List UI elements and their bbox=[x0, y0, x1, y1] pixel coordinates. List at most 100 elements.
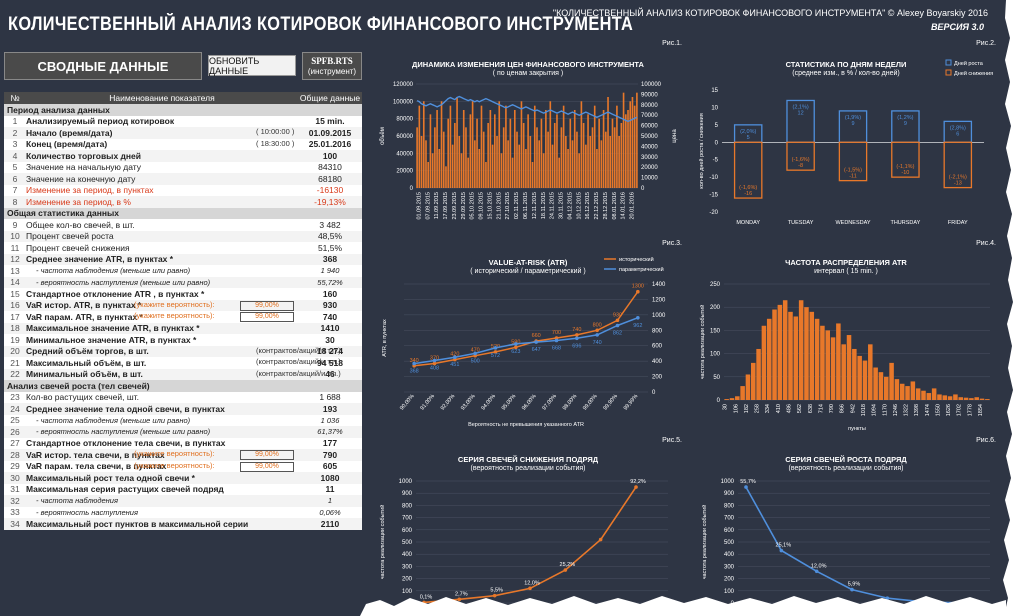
histogram-bar bbox=[836, 323, 841, 400]
table-row: 8 Изменение за период, в % -19,13% bbox=[4, 196, 362, 208]
x-tick-label: 1018 bbox=[861, 404, 867, 416]
x-tick-label: 99,99% bbox=[623, 393, 640, 411]
data-point bbox=[615, 318, 620, 323]
table-section-header: Общая статистика данных bbox=[4, 207, 362, 219]
x-tick-label: 15.10.2015 bbox=[487, 192, 493, 220]
y-tick-label: 80000 bbox=[396, 117, 413, 123]
x-tick-label: 23.09.2015 bbox=[452, 192, 458, 220]
volume-bar bbox=[611, 118, 614, 188]
histogram-bar bbox=[804, 307, 809, 400]
volume-bar bbox=[436, 110, 438, 188]
data-point bbox=[554, 338, 559, 343]
volume-bar bbox=[511, 157, 514, 188]
data-point bbox=[595, 328, 599, 333]
row-number: 21 bbox=[10, 357, 20, 368]
data-label: 408 bbox=[430, 366, 439, 372]
data-point bbox=[595, 333, 599, 337]
version-label: ВЕРСИЯ 3.0 bbox=[930, 22, 984, 32]
row-value: 0,06% bbox=[319, 507, 341, 517]
down-series-chart: 0 100 200 300 400 500 600 700 800 900 1000 0,1% 2,7%… bbox=[379, 479, 668, 607]
data-point bbox=[534, 340, 538, 344]
y-tick-label: 200 bbox=[402, 577, 413, 583]
volume-bar bbox=[465, 127, 467, 188]
up-change-label: (2,8%) bbox=[950, 125, 966, 131]
row-value: 930 bbox=[322, 300, 338, 311]
histogram-bar bbox=[947, 396, 953, 400]
probability-hint: (укажите вероятность): bbox=[134, 311, 215, 320]
table-row: 4 Количество торговых дней 100 bbox=[4, 150, 362, 162]
histogram-bar bbox=[889, 362, 894, 400]
table-row: 29 VaR парам. тела свечи, в пунктах (укажи… bbox=[4, 461, 362, 473]
row-note: ( 18:30:00 ) bbox=[256, 138, 295, 148]
y-tick-label: 900 bbox=[724, 491, 735, 497]
table-row: 19 Минимальное значение ATR, в пунктах * 3… bbox=[4, 334, 362, 346]
historical-line bbox=[414, 291, 639, 367]
volume-bar bbox=[624, 114, 627, 188]
chart-subtitle: (вероятность реализации события) bbox=[788, 465, 904, 472]
x-tick-label: 27.10.2015 bbox=[505, 192, 511, 220]
volume-bar bbox=[440, 101, 443, 188]
row-number: 13 bbox=[10, 265, 20, 276]
x-tick-label: 14.01.2016 bbox=[621, 192, 627, 220]
fig-label: Рис.5. bbox=[662, 437, 682, 444]
y-tick-label: -15 bbox=[709, 193, 718, 199]
data-label: 470 bbox=[471, 348, 480, 354]
data-label: 25,2% bbox=[560, 562, 576, 568]
data-point bbox=[779, 548, 784, 553]
y-axis-label: частота реализации событий bbox=[699, 305, 706, 380]
chart-subtitle: интервал ( 15 min. ) bbox=[814, 268, 878, 275]
volume-bar bbox=[591, 127, 594, 188]
volume-bar bbox=[491, 144, 494, 188]
up-series-chart: 0 100 200 300 400 500 600 700 800 900 1000 55,7% 25,… bbox=[701, 479, 990, 607]
data-point bbox=[575, 336, 579, 341]
volume-bar bbox=[545, 110, 547, 188]
probability-input[interactable]: 99,00% bbox=[240, 461, 294, 472]
x-tick-label: 28.12.2015 bbox=[603, 192, 609, 220]
histogram-bar bbox=[953, 394, 958, 400]
down-change-label: (-1,1%) bbox=[896, 164, 914, 170]
row-value: 94 518 bbox=[317, 357, 343, 368]
volume-bar bbox=[502, 127, 505, 188]
volume-bar bbox=[487, 123, 489, 188]
data-label: 700 bbox=[552, 330, 561, 336]
y-tick-label: 1000 bbox=[652, 313, 666, 319]
volume-bar bbox=[507, 140, 509, 188]
y-tick-label: 1000 bbox=[399, 479, 413, 485]
chart-subtitle: ( по ценам закрытия ) bbox=[492, 70, 564, 77]
probability-input[interactable]: 99,00% bbox=[240, 300, 294, 311]
y-tick-label: 300 bbox=[724, 564, 735, 570]
probability-input[interactable]: 99,00% bbox=[240, 450, 294, 460]
data-point bbox=[563, 568, 568, 572]
row-label: VaR парам. ATR, в пунктах * bbox=[26, 311, 143, 322]
update-data-button[interactable]: ОБНОВИТЬ ДАННЫЕ bbox=[208, 55, 296, 76]
table-row: 26 - вероятность наступления (меньше или … bbox=[4, 426, 362, 438]
y-tick-label: 700 bbox=[724, 516, 735, 522]
row-value: 01.09.2015 bbox=[308, 127, 352, 138]
table-row: 23 Кол-во растущих свечей, шт. 1 688 bbox=[4, 392, 362, 404]
x-tick-label: 90,00% bbox=[399, 393, 416, 411]
table-row: 33 - вероятность наступления 0,06% bbox=[4, 507, 362, 519]
volume-bar bbox=[474, 140, 476, 188]
up-change-label: (1,9%) bbox=[845, 115, 861, 121]
probability-input[interactable]: 99,00% bbox=[240, 312, 294, 322]
price-line bbox=[416, 95, 638, 123]
x-tick-label: 17.09.2015 bbox=[443, 192, 449, 220]
chart-title: VALUE-AT-RISK (ATR) bbox=[488, 258, 568, 267]
row-value: 1 036 bbox=[320, 415, 340, 425]
y-right-tick-label: 30000 bbox=[641, 155, 658, 161]
probability-hint: (укажите вероятность): bbox=[134, 460, 215, 470]
y-tick-label: 200 bbox=[724, 577, 735, 583]
volume-bar bbox=[558, 157, 560, 188]
histogram-bar bbox=[724, 399, 729, 400]
row-number: 9 bbox=[12, 219, 18, 230]
histogram-bar bbox=[931, 388, 937, 400]
volume-bar bbox=[498, 101, 501, 188]
row-number: 8 bbox=[12, 196, 18, 207]
panel-up-series: Рис.6. СЕРИЯ СВЕЧЕЙ РОСТА ПОДРЯД (вероят… bbox=[694, 437, 998, 616]
y-right-tick-label: 90000 bbox=[641, 92, 658, 98]
volume-bar bbox=[485, 162, 487, 188]
summary-header: СВОДНЫЕ ДАННЫЕ ОБНОВИТЬ ДАННЫЕ SPFB.RTS … bbox=[4, 52, 362, 80]
volume-bar bbox=[516, 131, 518, 188]
volume-bar bbox=[425, 140, 427, 188]
volume-bar bbox=[540, 118, 543, 188]
